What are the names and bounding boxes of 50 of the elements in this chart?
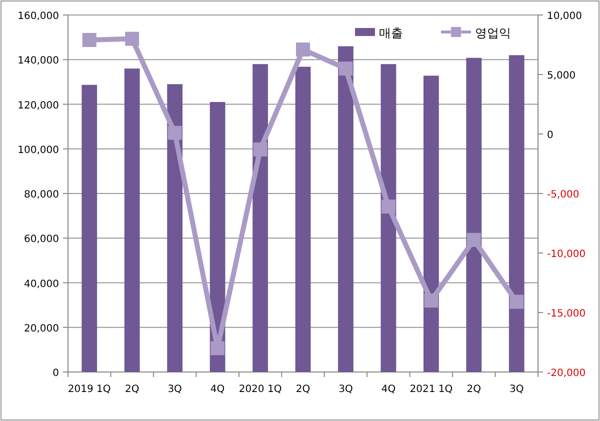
point xyxy=(338,62,353,76)
bar xyxy=(466,58,482,372)
y-tick-label: 0 xyxy=(52,368,59,379)
y2-tick-label: -20,000 xyxy=(547,368,586,379)
y-tick-label: 120,000 xyxy=(18,100,59,112)
x-tick-label: 2Q xyxy=(296,384,310,395)
point xyxy=(466,232,481,247)
y2-tick-label: -10,000 xyxy=(547,249,586,260)
point xyxy=(424,294,438,308)
point xyxy=(168,126,182,140)
x-tick-label: 2Q xyxy=(124,384,140,395)
y2-tick-label: -5,000 xyxy=(547,190,580,200)
x-tick-label: 2Q xyxy=(466,384,482,395)
y-tick-label: 160,000 xyxy=(18,11,59,22)
point xyxy=(82,32,96,47)
legend-label: 매출 xyxy=(379,26,403,40)
y2-tick-label: 5,000 xyxy=(547,70,576,82)
point xyxy=(253,142,268,156)
y2-tick-label: -15,000 xyxy=(547,308,586,320)
bar xyxy=(252,64,268,372)
bar xyxy=(295,66,311,372)
y-tick-label: 20,000 xyxy=(24,323,59,334)
bar xyxy=(167,84,183,372)
bar xyxy=(423,76,439,372)
y-tick-label: 40,000 xyxy=(24,278,59,290)
point xyxy=(296,42,310,57)
bar xyxy=(380,64,396,372)
y-tick-label: 100,000 xyxy=(18,144,59,156)
point xyxy=(210,341,225,356)
point xyxy=(125,32,140,46)
bar xyxy=(82,84,98,372)
point xyxy=(510,294,524,309)
y2-tick-label: 0 xyxy=(547,130,554,141)
x-tick-label: 2021 1Q xyxy=(410,384,453,395)
x-tick-label: 2020 1Q xyxy=(238,384,282,395)
x-tick-label: 4Q xyxy=(381,384,396,395)
y-tick-label: 80,000 xyxy=(24,190,59,200)
x-tick-label: 3Q xyxy=(338,384,353,395)
x-tick-label: 2019 1Q xyxy=(68,384,111,395)
x-tick-label: 3Q xyxy=(168,384,182,395)
bar xyxy=(508,55,524,372)
x-tick-label: 4Q xyxy=(210,384,225,395)
bar xyxy=(338,46,354,372)
y-tick-label: 60,000 xyxy=(24,234,59,246)
bar xyxy=(124,68,140,372)
y2-tick-label: 10,000 xyxy=(547,11,582,22)
x-tick-label: 3Q xyxy=(510,384,524,395)
point xyxy=(381,200,396,214)
y-tick-label: 140,000 xyxy=(18,56,59,67)
legend-label: 영업익 xyxy=(475,26,511,40)
